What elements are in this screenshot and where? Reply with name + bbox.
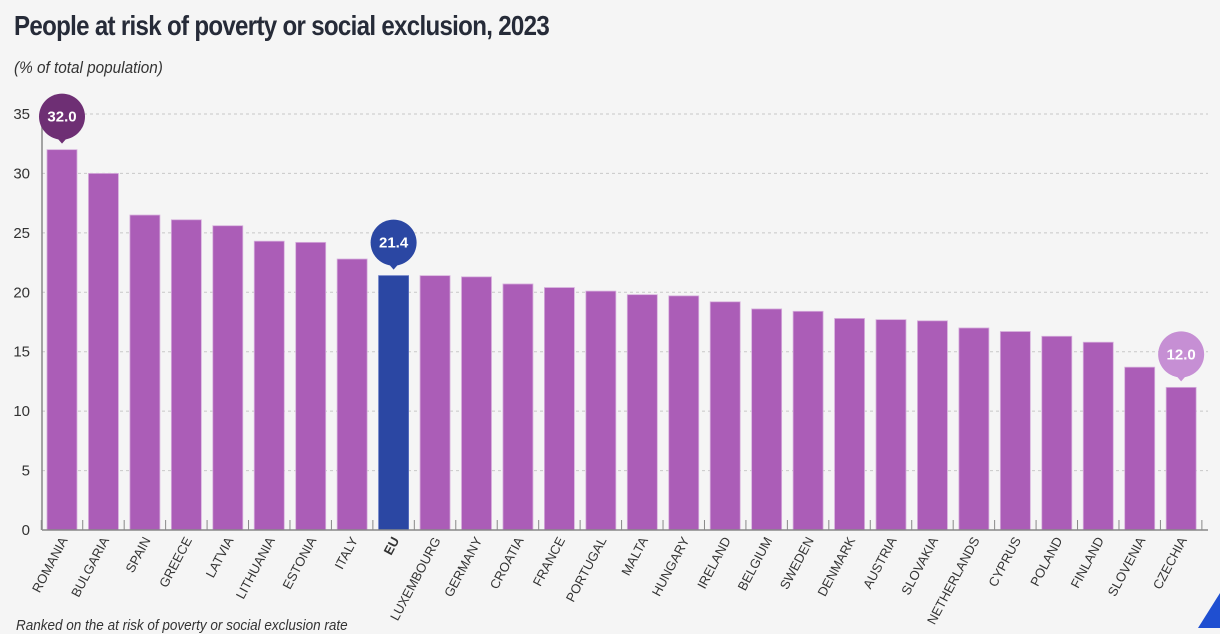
bar-austria <box>875 319 907 531</box>
callout-pointer <box>386 261 401 270</box>
x-label-hungary: HUNGARY <box>649 534 693 599</box>
x-label-france: FRANCE <box>530 534 568 589</box>
x-label-bulgaria: BULGARIA <box>68 534 112 599</box>
bar-italy <box>336 258 368 531</box>
bar-ireland <box>709 301 741 531</box>
bar-cyprus <box>999 331 1031 531</box>
bar-netherlands <box>958 327 990 531</box>
bar-bulgaria <box>88 173 119 531</box>
x-label-greece: GREECE <box>156 534 195 590</box>
y-tick-label: 15 <box>13 344 30 361</box>
callout-label: 12.0 <box>1167 346 1196 363</box>
bar-lithuania <box>253 240 285 531</box>
x-label-malta: MALTA <box>618 534 651 578</box>
x-label-italy: ITALY <box>331 534 360 572</box>
x-label-belgium: BELGIUM <box>735 534 776 593</box>
bar-finland <box>1082 341 1114 531</box>
x-label-czechia: CZECHIA <box>1150 534 1190 592</box>
y-tick-label: 5 <box>22 463 30 480</box>
x-label-denmark: DENMARK <box>814 534 858 599</box>
bar-france <box>544 287 575 531</box>
x-label-lithuania: LITHUANIA <box>233 534 278 601</box>
callout-bubble <box>370 219 417 266</box>
bar-belgium <box>751 308 783 531</box>
bar-slovenia <box>1124 366 1156 531</box>
callout-label: 21.4 <box>379 235 409 252</box>
bar-poland <box>1041 335 1073 531</box>
y-tick-label: 10 <box>13 403 30 420</box>
bar-estonia <box>295 241 327 531</box>
bar-romania <box>46 149 78 531</box>
chart-subtitle: (% of total population) <box>14 58 163 77</box>
bar-sweden <box>792 310 824 531</box>
eurostat-logo-corner <box>1198 593 1220 628</box>
bar-malta <box>626 294 658 531</box>
x-label-germany: GERMANY <box>441 534 485 599</box>
callout-label: 32.0 <box>47 109 76 126</box>
y-tick-label: 20 <box>13 284 30 301</box>
bar-croatia <box>502 283 534 531</box>
axes <box>40 108 1208 531</box>
bar-germany <box>461 276 492 531</box>
x-label-finland: FINLAND <box>1068 534 1107 590</box>
callout-eu: 21.4 <box>370 219 417 270</box>
x-label-eu: EU <box>381 534 403 557</box>
x-label-poland: POLAND <box>1027 534 1065 588</box>
x-label-romania: ROMANIA <box>29 534 71 595</box>
callout-bubble <box>1158 331 1205 378</box>
bar-slovakia <box>917 320 948 531</box>
bar-greece <box>170 219 202 531</box>
y-tick-label: 30 <box>13 165 30 182</box>
x-label-cyprus: CYPRUS <box>985 534 1024 589</box>
callout-pointer <box>1174 373 1189 382</box>
y-axis-ticks: 0 5 10 15 20 25 30 35 <box>13 106 30 539</box>
callout-pointer <box>55 135 69 144</box>
x-label-slovakia: SLOVAKIA <box>898 534 941 597</box>
bar-hungary <box>668 295 700 531</box>
x-label-austria: AUSTRIA <box>860 534 900 591</box>
x-label-spain: SPAIN <box>122 534 153 575</box>
callout-romania: 32.0 <box>39 93 85 144</box>
chart-title: People at risk of poverty or social excl… <box>14 10 550 41</box>
y-tick-label: 25 <box>13 225 30 242</box>
x-label-latvia: LATVIA <box>203 534 237 580</box>
y-tick-label: 35 <box>13 106 30 123</box>
bar-denmark <box>834 318 865 531</box>
value-callouts: 32.0 21.4 12.0 <box>39 93 1205 382</box>
bar-eu <box>378 275 410 531</box>
x-label-slovenia: SLOVENIA <box>1105 534 1149 599</box>
footnote: Ranked on the at risk of poverty or soci… <box>16 617 348 634</box>
bar-czechia <box>1165 386 1197 531</box>
callout-czechia: 12.0 <box>1158 331 1205 382</box>
callout-bubble <box>39 93 85 140</box>
y-tick-label: 0 <box>22 522 30 539</box>
x-label-sweden: SWEDEN <box>777 534 817 591</box>
bar-latvia <box>212 225 244 531</box>
bar-portugal <box>585 290 617 531</box>
bar-spain <box>129 214 161 531</box>
bars <box>46 149 1197 531</box>
x-label-croatia: CROATIA <box>487 534 527 591</box>
x-label-estonia: ESTONIA <box>279 534 319 592</box>
x-label-ireland: IRELAND <box>694 534 734 591</box>
x-label-portugal: PORTUGAL <box>563 534 610 604</box>
bar-luxembourg <box>419 275 451 531</box>
